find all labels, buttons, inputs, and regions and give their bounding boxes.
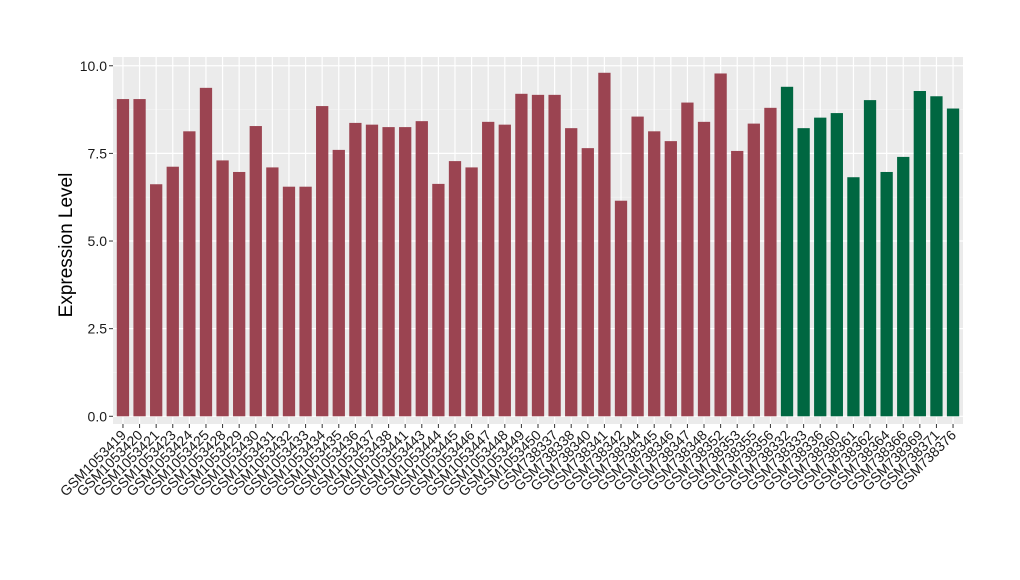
bar-GSM1053429 <box>233 171 246 417</box>
x-axis: GSM1053419GSM1053420GSM1053421GSM1053423… <box>57 424 959 499</box>
bar-GSM738360 <box>830 113 843 417</box>
bar-GSM738353 <box>731 150 744 417</box>
bar-GSM738344 <box>631 116 644 417</box>
bar-GSM1053436 <box>349 122 362 417</box>
bar-GSM1053428 <box>216 160 229 417</box>
bar-GSM738352 <box>714 73 727 417</box>
bar-GSM738346 <box>664 141 677 417</box>
bar-GSM1053423 <box>166 166 179 417</box>
bar-GSM1053449 <box>515 93 528 417</box>
bar-GSM738364 <box>880 171 893 417</box>
bar-GSM738347 <box>681 102 694 417</box>
bar-GSM1053424 <box>183 131 196 417</box>
bar-GSM1053430 <box>249 126 262 417</box>
y-tick-label: 7.5 <box>88 145 108 161</box>
bar-GSM738361 <box>847 177 860 417</box>
bar-GSM738336 <box>814 117 827 417</box>
bar-GSM1053434 <box>316 106 329 417</box>
y-tick-label: 2.5 <box>88 321 108 337</box>
bar-GSM738338 <box>565 128 578 417</box>
bar-GSM1053435 <box>332 149 345 417</box>
bar-GSM738362 <box>863 100 877 417</box>
bar-GSM738332 <box>780 86 794 417</box>
bar-GSM1053447 <box>482 121 495 417</box>
bar-GSM1053446 <box>465 167 478 417</box>
bar-GSM1053450 <box>531 94 545 417</box>
bar-GSM1053432 <box>282 186 296 417</box>
bar-GSM1053437 <box>365 124 379 417</box>
bar-GSM1053433 <box>299 186 312 417</box>
bar-GSM1053425 <box>199 87 213 417</box>
bar-GSM1053431 <box>266 167 279 417</box>
bar-GSM738369 <box>913 91 926 417</box>
bars <box>116 72 960 417</box>
bar-GSM738337 <box>548 94 561 417</box>
bar-GSM738376 <box>946 108 960 417</box>
bar-GSM1053420 <box>133 99 146 417</box>
bar-GSM1053445 <box>448 161 462 417</box>
bar-GSM1053444 <box>432 183 445 417</box>
bar-GSM738356 <box>764 107 777 417</box>
bar-GSM1053421 <box>150 184 163 417</box>
bar-GSM738342 <box>614 200 628 417</box>
bar-GSM1053441 <box>399 127 412 417</box>
bar-GSM738371 <box>930 96 943 417</box>
y-axis: 0.0 2.5 5.0 7.5 10.0 <box>80 58 113 424</box>
y-tick-label: 0.0 <box>88 408 108 424</box>
bar-GSM738340 <box>581 148 594 417</box>
bar-GSM738333 <box>797 128 810 417</box>
bar-GSM738345 <box>648 131 661 417</box>
bar-GSM738355 <box>747 123 760 417</box>
bar-GSM738366 <box>897 156 910 417</box>
bar-GSM1053448 <box>498 124 511 417</box>
y-tick-label: 5.0 <box>88 233 108 249</box>
y-axis-title: Expression Level <box>56 173 77 318</box>
bar-GSM1053419 <box>116 99 130 417</box>
bar-GSM738341 <box>598 72 611 417</box>
bar-GSM738348 <box>697 121 711 417</box>
bar-GSM1053443 <box>415 121 428 417</box>
bar-GSM1053438 <box>382 127 395 417</box>
y-tick-label: 10.0 <box>80 58 107 74</box>
